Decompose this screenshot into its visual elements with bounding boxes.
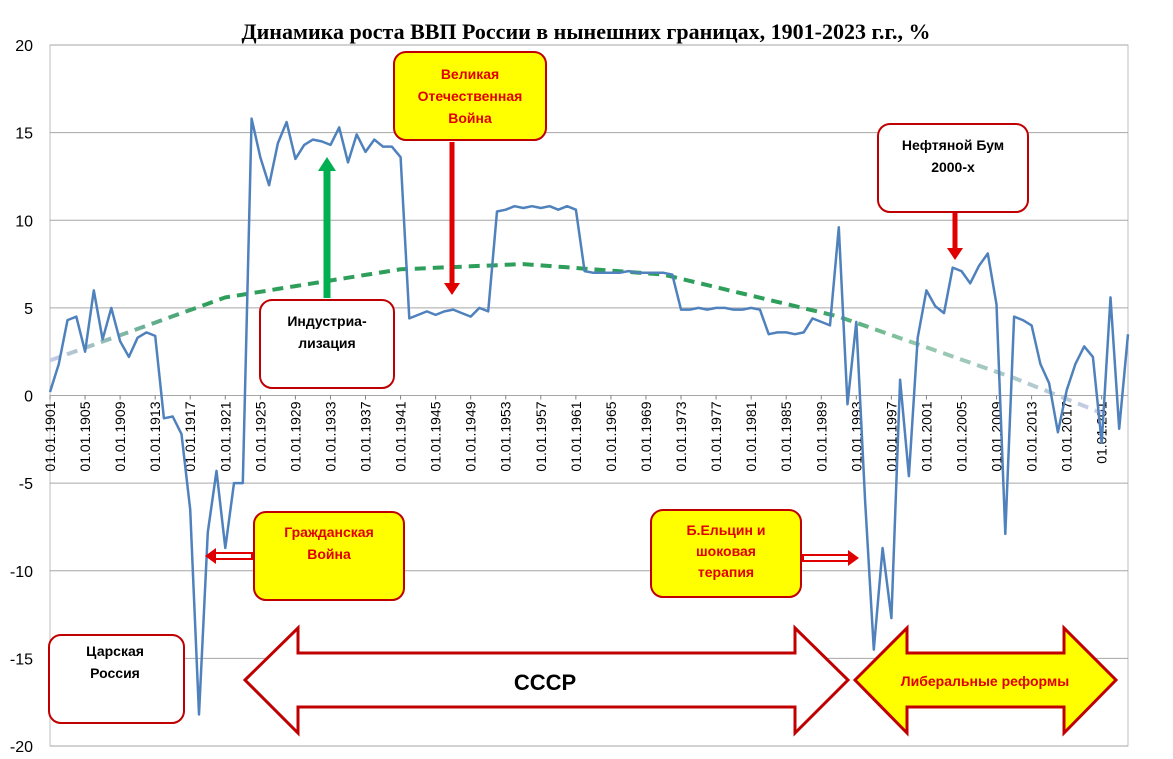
ussr-double-arrow [242,624,851,737]
x-tick-label: 01.01.1953 [498,401,514,471]
x-tick-label: 01.01.1961 [568,401,584,471]
x-tick-label: 01.01.1957 [533,401,549,471]
label-civil-war: Гражданская Война [284,524,374,562]
box-yeltsin [650,509,802,598]
y-tick-label: 0 [24,389,33,406]
x-tick-label: 01.01.1937 [358,401,374,471]
x-tick-label: 01.01.1989 [813,401,829,471]
y-tick-label: -15 [10,651,33,668]
x-tick-label: 01.01.2013 [1024,401,1040,471]
arrow-yeltsin [802,554,850,562]
arrow-great-war-head [444,283,460,295]
arrow-industrialization-head [318,157,336,171]
box-tsarist [48,634,185,724]
label-tsarist: Царская Россия [86,643,144,681]
label-industrialization: Индустриа-лизация [287,313,367,351]
chart-title: Динамика роста ВВП России в нынешних гра… [242,19,931,44]
label-liberal: Либеральные реформы [901,673,1069,689]
box-civil-war [253,511,405,601]
x-tick-label: 01.01.1965 [603,401,619,471]
label-yeltsin: Б.Ельцин и шоковая терапия [687,522,766,580]
x-tick-label: 01.01.1969 [638,401,654,471]
x-tick-label: 01.01.1981 [743,401,759,471]
box-oil-boom [877,123,1029,213]
arrow-yeltsin-head [848,550,859,566]
trendline-path [49,262,1103,415]
liberal-double-arrow [852,624,1119,737]
arrow-civil-war-head [205,548,216,564]
gdp-line [48,117,1130,716]
trendline [49,262,1103,415]
x-tick-label: 01.01.1901 [42,401,58,471]
x-tick-label: 01.01.2017 [1059,401,1075,471]
x-tick-label: 01.01.1985 [778,401,794,471]
x-tick-label: 01.01.1949 [463,401,479,471]
y-tick-label: 20 [15,38,33,55]
box-great-war [393,51,547,141]
x-tick-label: 01.01.2005 [953,401,969,471]
gridlines [49,44,1129,747]
y-axis-ticks: 20 15 10 5 0 -5 -10 -15 -20 [10,38,33,756]
y-tick-label: -5 [19,476,33,493]
y-tick-label: 5 [24,301,33,318]
x-tick-label: 01.01.1917 [182,401,198,471]
x-tick-label: 01.01.1909 [112,401,128,471]
x-tick-label: 01.01.1977 [708,401,724,471]
x-tick-label: 01.01.1929 [287,401,303,471]
annotations: Великая Отечественная Война Нефтяной Бум 200… [48,51,1119,737]
x-tick-label: 01.01.1905 [77,401,93,471]
box-industrialization [259,299,395,389]
x-tick-label: 01.01.1921 [217,401,233,471]
x-tick-label: 01.01.2001 [918,401,934,471]
x-tick-label: 01.01.1941 [393,401,409,471]
x-axis-ticks: 01.01.1901 01.01.1905 01.01.1909 01.01.1913… [42,395,1110,472]
y-tick-label: -20 [10,739,33,756]
y-tick-label: 10 [15,213,33,230]
label-great-war: Великая Отечественная Война [418,66,523,126]
arrow-oil-boom-head [947,248,963,260]
x-tick-label: 01.01.1925 [252,401,268,471]
x-tick-label: 01.01.1933 [322,401,338,471]
label-oil-boom: Нефтяной Бум 2000-х [902,137,1004,175]
x-tick-label: 01.01.1997 [883,401,899,471]
arrow-civil-war [214,552,253,560]
label-ussr: СССР [514,670,576,695]
x-tick-label: 01.01.1913 [147,401,163,471]
y-tick-label: -10 [10,564,33,581]
x-tick-label: 01.01.1973 [673,401,689,471]
x-tick-label: 01.01.1945 [428,401,444,471]
y-tick-label: 15 [15,126,33,143]
gdp-series [48,117,1130,716]
